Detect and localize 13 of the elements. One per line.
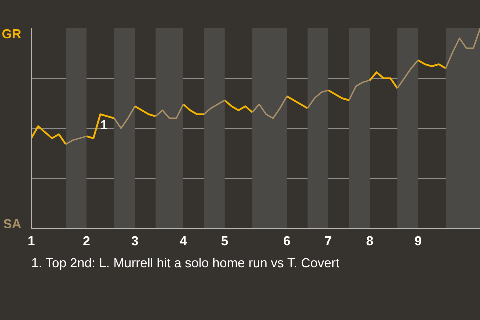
x-tick-label: 5 (221, 234, 229, 248)
text: GR (2, 26, 22, 42)
text: SA (3, 216, 22, 232)
x-tick-label: 4 (180, 234, 188, 248)
x-tick-label: 8 (366, 234, 374, 248)
x-tick-label: 2 (83, 234, 90, 248)
x-tick-label: 7 (324, 234, 332, 248)
x-tick-label: 6 (283, 234, 291, 248)
x-tick-label: 1 (28, 234, 36, 248)
annotation: 1 (100, 118, 108, 132)
text: 1. Top 2nd: L. Murrell hit a solo home run vs T. Covert (32, 256, 340, 270)
x-tick-label: 3 (132, 234, 139, 248)
x-tick-label: 9 (414, 234, 422, 248)
